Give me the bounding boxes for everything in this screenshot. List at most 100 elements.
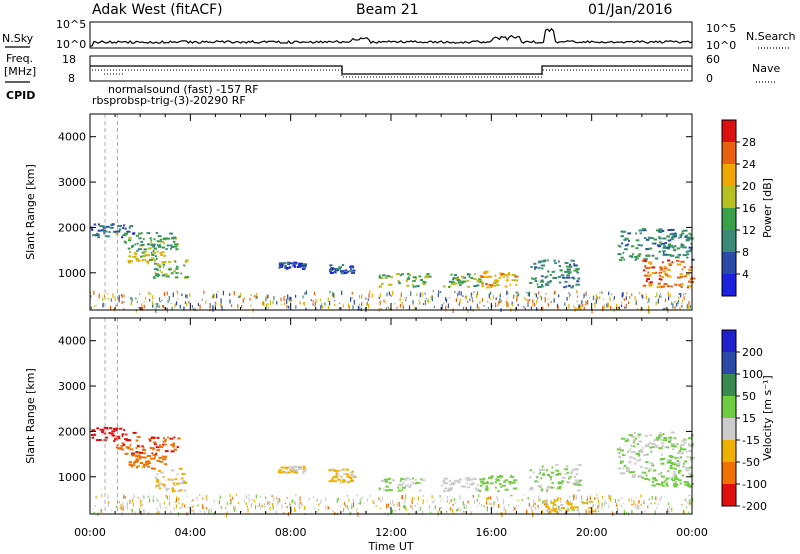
echo-cell [688, 472, 692, 475]
noise-strip-frame [89, 21, 693, 49]
echo-cell [642, 269, 646, 272]
echo-cell [333, 271, 336, 273]
echo-cell [668, 243, 671, 246]
ground-scatter-mark [513, 506, 515, 512]
ground-scatter-mark [168, 296, 170, 301]
echo-cell [645, 461, 649, 464]
echo-cell [378, 286, 381, 288]
ground-scatter-mark [304, 506, 306, 510]
ground-scatter-mark [229, 494, 231, 498]
ground-scatter-mark [607, 504, 609, 509]
echo-cell [172, 442, 176, 445]
ground-scatter-mark [467, 308, 469, 313]
ground-scatter-mark [455, 298, 457, 303]
ground-scatter-mark [284, 502, 287, 504]
echo-cell [92, 234, 97, 237]
echo-cell [533, 480, 536, 483]
ground-scatter-mark [657, 502, 659, 506]
echo-cell [338, 266, 343, 269]
ground-scatter-mark [205, 507, 208, 510]
ground-scatter-mark [434, 505, 436, 510]
echo-cell [638, 454, 641, 457]
ground-scatter-mark [671, 507, 673, 512]
echo-cell [667, 440, 671, 443]
echo-cell [638, 229, 643, 232]
ground-scatter-mark [303, 301, 305, 306]
echo-cell [412, 477, 414, 480]
echo-cell [500, 486, 503, 488]
ground-scatter-mark [143, 509, 145, 514]
echo-cell [560, 274, 565, 277]
echo-cell [676, 460, 679, 462]
ground-scatter-mark [456, 509, 458, 512]
echo-cell [485, 283, 488, 286]
echo-cell [123, 232, 128, 235]
echo-cell [159, 238, 162, 241]
echo-cell [656, 286, 661, 289]
echo-cell [136, 242, 139, 245]
ground-scatter-mark [188, 300, 190, 304]
echo-cell [653, 439, 657, 442]
echo-region [152, 259, 190, 279]
ground-scatter-mark [581, 300, 583, 305]
echo-cell [151, 254, 155, 256]
ground-scatter-mark [389, 501, 392, 506]
echo-cell [631, 474, 637, 477]
echo-cell [136, 444, 140, 447]
echo-cell [678, 236, 680, 239]
ground-scatter-mark [369, 494, 371, 497]
ground-scatter-mark [203, 507, 205, 509]
echo-cell [165, 443, 167, 446]
echo-cell [688, 280, 692, 283]
echo-cell [136, 465, 141, 468]
ground-scatter-mark [595, 298, 597, 304]
ground-scatter-mark [591, 308, 593, 314]
ground-scatter-mark [471, 297, 473, 299]
ground-scatter-mark [257, 504, 259, 507]
echo-cell [568, 265, 573, 268]
ground-scatter-mark [289, 504, 291, 509]
echo-cell [500, 475, 503, 478]
ground-scatter-mark [280, 297, 282, 301]
echo-cell [662, 270, 667, 273]
ground-scatter-mark [139, 507, 141, 513]
ground-scatter-mark [166, 291, 168, 296]
ground-scatter-mark [299, 303, 301, 305]
echo-cell [681, 440, 684, 443]
echo-cell [637, 255, 641, 257]
echo-cell [659, 432, 662, 434]
echo-cell [666, 246, 671, 249]
echo-cell [481, 285, 484, 287]
ground-scatter-mark [568, 303, 570, 307]
echo-cell [350, 473, 353, 476]
ground-scatter-mark [178, 498, 180, 501]
echo-cell [113, 440, 116, 442]
ground-scatter-mark [556, 511, 558, 514]
echo-cell [486, 286, 490, 289]
ground-scatter-mark [260, 506, 262, 510]
echo-cell [302, 465, 306, 468]
echo-cell [667, 259, 671, 262]
ground-scatter-mark [325, 498, 327, 501]
echo-cell [161, 274, 166, 277]
echo-cell [158, 274, 161, 277]
ground-scatter-mark [186, 495, 188, 498]
ground-scatter-mark [629, 296, 631, 299]
echo-cell [576, 280, 580, 283]
ground-scatter-mark [211, 296, 213, 299]
echo-cell [634, 258, 637, 261]
echo-cell [302, 466, 306, 469]
ground-scatter-mark [242, 298, 244, 303]
ground-scatter-mark [479, 300, 481, 305]
ground-scatter-mark [126, 501, 128, 505]
echo-cell [93, 433, 97, 436]
echo-region [543, 499, 596, 513]
echo-cell [658, 237, 663, 240]
echo-cell [619, 449, 624, 452]
ground-scatter-mark [163, 501, 165, 505]
echo-cell [686, 256, 689, 259]
ground-scatter-mark [327, 305, 329, 309]
echo-cell [396, 273, 400, 275]
ground-scatter-mark [558, 294, 560, 298]
